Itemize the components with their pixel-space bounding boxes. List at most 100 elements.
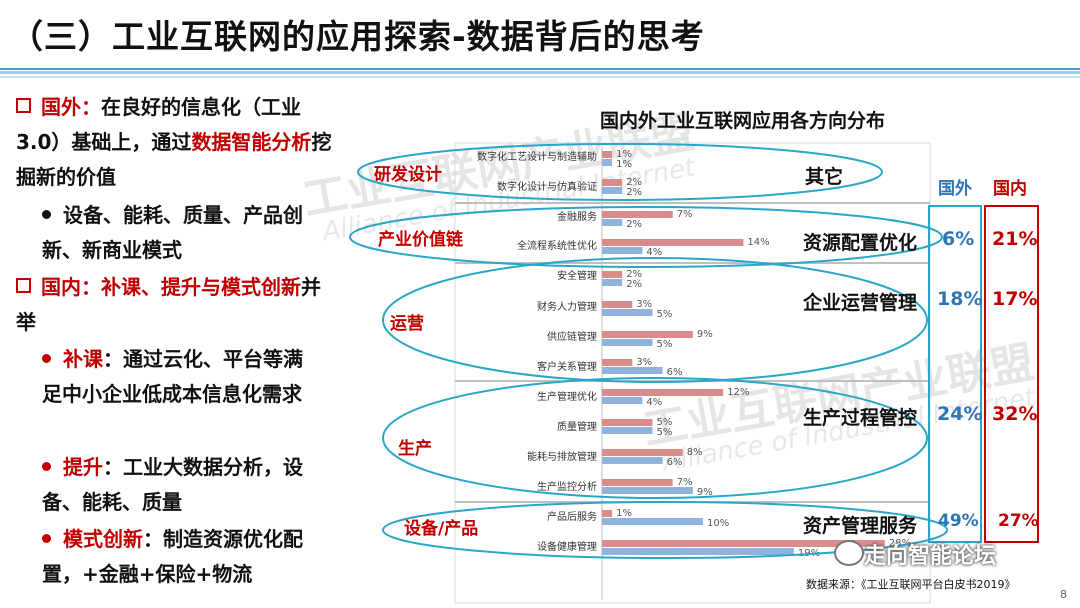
- domestic-suffix: 并举: [16, 275, 321, 334]
- col-header-foreign: 国外: [938, 179, 972, 199]
- column-box-domestic: [984, 205, 1039, 543]
- bar-foreign: [602, 219, 623, 226]
- agg-label-resource: 资源配置优化: [803, 232, 918, 254]
- agg-label-other: 其它: [805, 166, 844, 188]
- title-underline: [0, 68, 1080, 74]
- bar-domestic: [602, 301, 633, 308]
- category-label: 供应链管理: [547, 330, 597, 343]
- foreign-text-2: 挖掘新的价值: [16, 130, 332, 189]
- data-label-foreign: 1%: [616, 159, 632, 170]
- round-bullet-icon: [42, 534, 51, 543]
- group-label-rnd: 研发设计: [374, 165, 442, 185]
- col-header-domestic: 国内: [993, 179, 1027, 199]
- bar-foreign: [602, 427, 653, 434]
- category-label: 数字化工艺设计与制造辅助: [477, 150, 597, 163]
- bar-foreign: [602, 518, 703, 525]
- value-foreign-production: 24%: [937, 403, 983, 425]
- data-label-domestic: 5%: [657, 417, 673, 428]
- agg-label-asset: 资产管理服务: [803, 515, 918, 537]
- value-foreign-resource: 6%: [942, 228, 975, 250]
- category-label: 能耗与排放管理: [527, 450, 597, 463]
- group-label-operation: 运营: [390, 314, 424, 334]
- data-label-foreign: 6%: [667, 367, 683, 378]
- bar-foreign: [602, 397, 643, 404]
- data-label-foreign: 2%: [626, 279, 642, 290]
- title-underline-secondary: [0, 76, 1080, 78]
- data-label-domestic: 12%: [727, 387, 749, 398]
- data-label-foreign: 5%: [657, 339, 673, 350]
- bar-domestic: [602, 419, 653, 426]
- bar-domestic: [602, 271, 623, 278]
- data-label-domestic: 7%: [677, 477, 693, 488]
- column-box-foreign: [928, 205, 982, 543]
- category-label: 全流程系统性优化: [517, 239, 597, 252]
- bar-domestic: [602, 239, 744, 246]
- page-number: 8: [1060, 588, 1067, 601]
- foreign-highlight: 数据智能分析: [191, 130, 312, 154]
- bar-foreign: [602, 339, 653, 346]
- data-label-domestic: 28%: [889, 538, 911, 549]
- bullet-improve-text: ：工业大数据分析，设备、能耗、质量: [42, 455, 303, 514]
- data-label-domestic: 14%: [747, 237, 769, 248]
- bar-domestic: [602, 179, 623, 186]
- bar-domestic: [602, 151, 613, 158]
- domestic-prefix: 国内：补课、提升与模式创新: [41, 275, 301, 299]
- group-ellipse: [382, 257, 928, 383]
- bullet-foreign-text: 设备、能耗、质量、产品创新、新商业模式: [42, 203, 303, 262]
- category-label: 产品后服务: [547, 510, 597, 523]
- value-foreign-operation: 18%: [937, 288, 983, 310]
- bar-domestic: [602, 331, 693, 338]
- paragraph-foreign: 国外：在良好的信息化（工业3.0）基础上，通过数据智能分析挖掘新的价值: [16, 90, 336, 195]
- bar-domestic: [602, 359, 633, 366]
- data-label-foreign: 4%: [646, 397, 662, 408]
- bar-domestic: [602, 510, 613, 517]
- bar-domestic: [602, 389, 724, 396]
- bar-foreign: [602, 548, 794, 555]
- category-label: 金融服务: [557, 210, 597, 223]
- bar-foreign: [602, 187, 623, 194]
- data-label-domestic: 2%: [626, 269, 642, 280]
- data-label-domestic: 8%: [687, 447, 703, 458]
- data-label-foreign: 2%: [626, 187, 642, 198]
- square-bullet-icon: [16, 98, 31, 113]
- bullet-catchup-text: ：通过云化、平台等满足中小企业低成本信息化需求: [42, 347, 303, 406]
- bullet-model-key: 模式创新: [63, 527, 143, 551]
- agg-label-operation: 企业运营管理: [803, 292, 918, 314]
- value-foreign-asset: 49%: [938, 511, 979, 531]
- foreign-text-1: 在良好的信息化（工业3.0）基础上，通过: [16, 95, 301, 154]
- paragraph-domestic: 国内：补课、提升与模式创新并举: [16, 270, 336, 340]
- foreign-prefix: 国外：: [41, 95, 101, 119]
- category-label: 生产监控分析: [537, 480, 597, 493]
- bar-foreign: [602, 487, 693, 494]
- data-label-domestic: 3%: [636, 357, 652, 368]
- category-label: 质量管理: [557, 420, 597, 433]
- bar-domestic: [602, 449, 683, 456]
- bar-foreign: [602, 247, 643, 254]
- data-label-foreign: 6%: [667, 457, 683, 468]
- data-label-domestic: 9%: [697, 329, 713, 340]
- bar-foreign: [602, 159, 613, 166]
- bullet-improve-key: 提升: [63, 455, 103, 479]
- value-domestic-production: 32%: [992, 403, 1038, 425]
- data-label-domestic: 7%: [677, 209, 693, 220]
- bullet-catchup-key: 补课: [63, 347, 103, 371]
- value-domestic-asset: 27%: [998, 511, 1039, 531]
- bar-foreign: [602, 457, 663, 464]
- wechat-watermark: 走向智能论坛: [864, 544, 997, 569]
- data-label-foreign: 9%: [697, 487, 713, 498]
- bullet-model-text: ：制造资源优化配置，+金融+保险+物流: [42, 527, 303, 586]
- category-label: 客户关系管理: [537, 360, 597, 373]
- data-label-domestic: 1%: [616, 508, 632, 519]
- category-label: 安全管理: [557, 269, 597, 282]
- bullet-improve: 提升：工业大数据分析，设备、能耗、质量: [42, 450, 322, 520]
- bar-foreign: [602, 309, 653, 316]
- data-label-domestic: 1%: [616, 149, 632, 160]
- data-label-foreign: 5%: [657, 427, 673, 438]
- bullet-model: 模式创新：制造资源优化配置，+金融+保险+物流: [42, 522, 322, 592]
- group-label-production: 生产: [398, 439, 432, 459]
- category-label: 财务人力管理: [537, 300, 597, 313]
- bar-domestic: [602, 211, 673, 218]
- data-label-foreign: 2%: [626, 219, 642, 230]
- square-bullet-icon: [16, 278, 31, 293]
- group-ellipse: [382, 377, 928, 499]
